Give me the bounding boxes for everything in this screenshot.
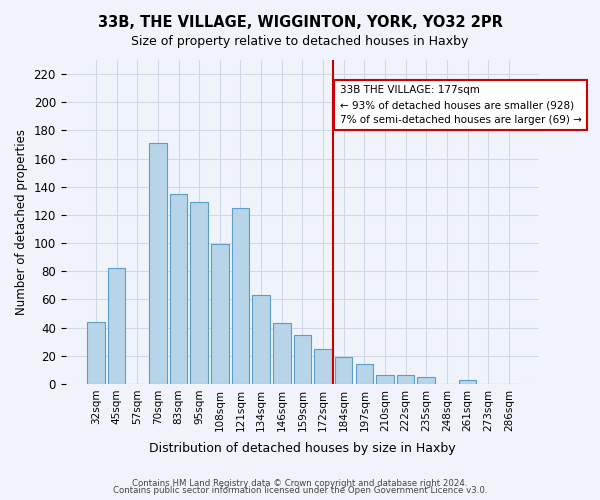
Bar: [418, 377, 435, 384]
Bar: [108, 268, 125, 384]
Bar: [376, 376, 394, 384]
Bar: [190, 202, 208, 384]
Text: Contains public sector information licensed under the Open Government Licence v3: Contains public sector information licen…: [113, 486, 487, 495]
Bar: [253, 295, 270, 384]
Bar: [314, 348, 332, 384]
Text: Contains HM Land Registry data © Crown copyright and database right 2024.: Contains HM Land Registry data © Crown c…: [132, 478, 468, 488]
Y-axis label: Number of detached properties: Number of detached properties: [15, 129, 28, 315]
Bar: [232, 208, 249, 384]
Bar: [170, 194, 187, 384]
Text: Size of property relative to detached houses in Haxby: Size of property relative to detached ho…: [131, 35, 469, 48]
X-axis label: Distribution of detached houses by size in Haxby: Distribution of detached houses by size …: [149, 442, 456, 455]
Bar: [335, 357, 352, 384]
Bar: [273, 324, 290, 384]
Bar: [149, 143, 167, 384]
Bar: [397, 376, 415, 384]
Text: 33B THE VILLAGE: 177sqm
← 93% of detached houses are smaller (928)
7% of semi-de: 33B THE VILLAGE: 177sqm ← 93% of detache…: [340, 86, 581, 125]
Bar: [293, 334, 311, 384]
Bar: [356, 364, 373, 384]
Bar: [87, 322, 105, 384]
Text: 33B, THE VILLAGE, WIGGINTON, YORK, YO32 2PR: 33B, THE VILLAGE, WIGGINTON, YORK, YO32 …: [98, 15, 502, 30]
Bar: [459, 380, 476, 384]
Bar: [211, 244, 229, 384]
